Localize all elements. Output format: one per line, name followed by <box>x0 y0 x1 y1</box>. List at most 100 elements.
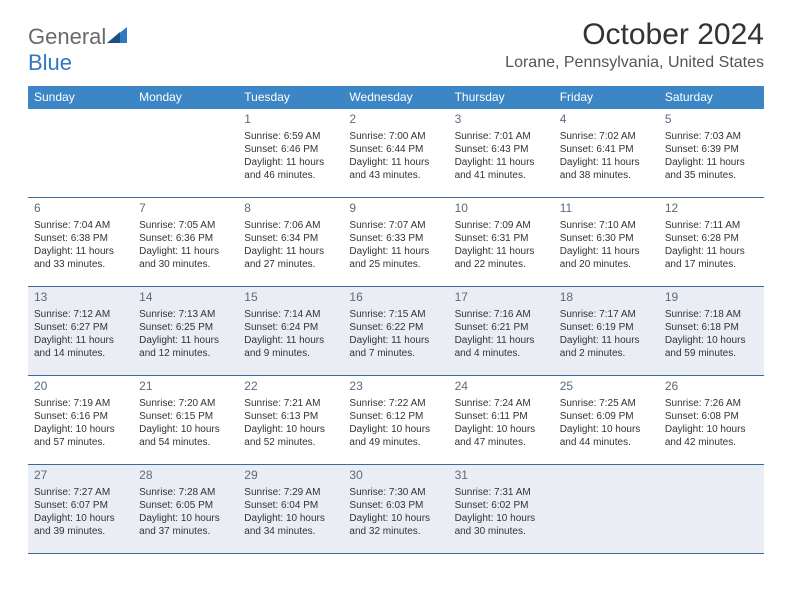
day-number: 15 <box>244 290 337 306</box>
day-cell: 31Sunrise: 7:31 AMSunset: 6:02 PMDayligh… <box>449 465 554 553</box>
dow-thursday: Thursday <box>449 86 554 109</box>
dow-saturday: Saturday <box>659 86 764 109</box>
day-number: 14 <box>139 290 232 306</box>
sunrise-text: Sunrise: 7:15 AM <box>349 308 442 321</box>
daylight-text: Daylight: 11 hours and 9 minutes. <box>244 334 337 360</box>
sunrise-text: Sunrise: 7:06 AM <box>244 219 337 232</box>
day-number: 5 <box>665 112 758 128</box>
sunset-text: Sunset: 6:02 PM <box>455 499 548 512</box>
day-number: 25 <box>560 379 653 395</box>
day-cell: 17Sunrise: 7:16 AMSunset: 6:21 PMDayligh… <box>449 287 554 375</box>
day-cell: 3Sunrise: 7:01 AMSunset: 6:43 PMDaylight… <box>449 109 554 197</box>
daylight-text: Daylight: 11 hours and 14 minutes. <box>34 334 127 360</box>
sunrise-text: Sunrise: 7:27 AM <box>34 486 127 499</box>
daylight-text: Daylight: 10 hours and 42 minutes. <box>665 423 758 449</box>
week-row: 27Sunrise: 7:27 AMSunset: 6:07 PMDayligh… <box>28 465 764 554</box>
sunset-text: Sunset: 6:25 PM <box>139 321 232 334</box>
sunset-text: Sunset: 6:15 PM <box>139 410 232 423</box>
day-number: 4 <box>560 112 653 128</box>
day-number: 6 <box>34 201 127 217</box>
day-cell: 6Sunrise: 7:04 AMSunset: 6:38 PMDaylight… <box>28 198 133 286</box>
day-number: 30 <box>349 468 442 484</box>
day-number: 22 <box>244 379 337 395</box>
day-number: 13 <box>34 290 127 306</box>
daylight-text: Daylight: 11 hours and 2 minutes. <box>560 334 653 360</box>
sunrise-text: Sunrise: 7:30 AM <box>349 486 442 499</box>
daylight-text: Daylight: 11 hours and 25 minutes. <box>349 245 442 271</box>
sunrise-text: Sunrise: 7:11 AM <box>665 219 758 232</box>
sunset-text: Sunset: 6:19 PM <box>560 321 653 334</box>
sunrise-text: Sunrise: 7:07 AM <box>349 219 442 232</box>
dow-row: SundayMondayTuesdayWednesdayThursdayFrid… <box>28 86 764 109</box>
sunset-text: Sunset: 6:09 PM <box>560 410 653 423</box>
sunrise-text: Sunrise: 7:31 AM <box>455 486 548 499</box>
day-cell: 9Sunrise: 7:07 AMSunset: 6:33 PMDaylight… <box>343 198 448 286</box>
sunrise-text: Sunrise: 7:03 AM <box>665 130 758 143</box>
sunrise-text: Sunrise: 7:17 AM <box>560 308 653 321</box>
sunset-text: Sunset: 6:13 PM <box>244 410 337 423</box>
logo-text: GeneralBlue <box>28 24 128 76</box>
day-cell: 12Sunrise: 7:11 AMSunset: 6:28 PMDayligh… <box>659 198 764 286</box>
daylight-text: Daylight: 11 hours and 20 minutes. <box>560 245 653 271</box>
daylight-text: Daylight: 10 hours and 52 minutes. <box>244 423 337 449</box>
day-number: 17 <box>455 290 548 306</box>
day-number: 11 <box>560 201 653 217</box>
day-cell: 21Sunrise: 7:20 AMSunset: 6:15 PMDayligh… <box>133 376 238 464</box>
sunrise-text: Sunrise: 7:22 AM <box>349 397 442 410</box>
sunset-text: Sunset: 6:43 PM <box>455 143 548 156</box>
dow-sunday: Sunday <box>28 86 133 109</box>
daylight-text: Daylight: 10 hours and 54 minutes. <box>139 423 232 449</box>
logo-sail-icon <box>106 24 128 50</box>
sunset-text: Sunset: 6:18 PM <box>665 321 758 334</box>
sunrise-text: Sunrise: 7:10 AM <box>560 219 653 232</box>
sunset-text: Sunset: 6:27 PM <box>34 321 127 334</box>
page: GeneralBlue October 2024 Lorane, Pennsyl… <box>0 0 792 554</box>
day-cell <box>659 465 764 553</box>
sunrise-text: Sunrise: 7:16 AM <box>455 308 548 321</box>
day-cell <box>554 465 659 553</box>
daylight-text: Daylight: 11 hours and 27 minutes. <box>244 245 337 271</box>
sunset-text: Sunset: 6:05 PM <box>139 499 232 512</box>
day-number: 12 <box>665 201 758 217</box>
day-cell: 29Sunrise: 7:29 AMSunset: 6:04 PMDayligh… <box>238 465 343 553</box>
dow-tuesday: Tuesday <box>238 86 343 109</box>
sunset-text: Sunset: 6:33 PM <box>349 232 442 245</box>
daylight-text: Daylight: 11 hours and 17 minutes. <box>665 245 758 271</box>
daylight-text: Daylight: 10 hours and 57 minutes. <box>34 423 127 449</box>
day-cell <box>133 109 238 197</box>
day-cell: 16Sunrise: 7:15 AMSunset: 6:22 PMDayligh… <box>343 287 448 375</box>
daylight-text: Daylight: 11 hours and 38 minutes. <box>560 156 653 182</box>
daylight-text: Daylight: 10 hours and 49 minutes. <box>349 423 442 449</box>
day-cell <box>28 109 133 197</box>
sunset-text: Sunset: 6:38 PM <box>34 232 127 245</box>
logo-word1: General <box>28 24 106 49</box>
dow-friday: Friday <box>554 86 659 109</box>
sunrise-text: Sunrise: 7:26 AM <box>665 397 758 410</box>
day-cell: 15Sunrise: 7:14 AMSunset: 6:24 PMDayligh… <box>238 287 343 375</box>
day-cell: 7Sunrise: 7:05 AMSunset: 6:36 PMDaylight… <box>133 198 238 286</box>
sunset-text: Sunset: 6:36 PM <box>139 232 232 245</box>
day-number: 10 <box>455 201 548 217</box>
week-row: 1Sunrise: 6:59 AMSunset: 6:46 PMDaylight… <box>28 109 764 198</box>
day-cell: 2Sunrise: 7:00 AMSunset: 6:44 PMDaylight… <box>343 109 448 197</box>
day-cell: 4Sunrise: 7:02 AMSunset: 6:41 PMDaylight… <box>554 109 659 197</box>
daylight-text: Daylight: 10 hours and 47 minutes. <box>455 423 548 449</box>
daylight-text: Daylight: 10 hours and 37 minutes. <box>139 512 232 538</box>
daylight-text: Daylight: 11 hours and 46 minutes. <box>244 156 337 182</box>
sunrise-text: Sunrise: 7:21 AM <box>244 397 337 410</box>
dow-wednesday: Wednesday <box>343 86 448 109</box>
day-number: 29 <box>244 468 337 484</box>
day-number: 20 <box>34 379 127 395</box>
title-block: October 2024 Lorane, Pennsylvania, Unite… <box>505 18 764 72</box>
sunset-text: Sunset: 6:04 PM <box>244 499 337 512</box>
daylight-text: Daylight: 11 hours and 7 minutes. <box>349 334 442 360</box>
sunset-text: Sunset: 6:34 PM <box>244 232 337 245</box>
sunset-text: Sunset: 6:24 PM <box>244 321 337 334</box>
sunrise-text: Sunrise: 7:05 AM <box>139 219 232 232</box>
sunrise-text: Sunrise: 7:28 AM <box>139 486 232 499</box>
day-cell: 30Sunrise: 7:30 AMSunset: 6:03 PMDayligh… <box>343 465 448 553</box>
day-cell: 10Sunrise: 7:09 AMSunset: 6:31 PMDayligh… <box>449 198 554 286</box>
sunset-text: Sunset: 6:11 PM <box>455 410 548 423</box>
day-number: 18 <box>560 290 653 306</box>
sunset-text: Sunset: 6:08 PM <box>665 410 758 423</box>
